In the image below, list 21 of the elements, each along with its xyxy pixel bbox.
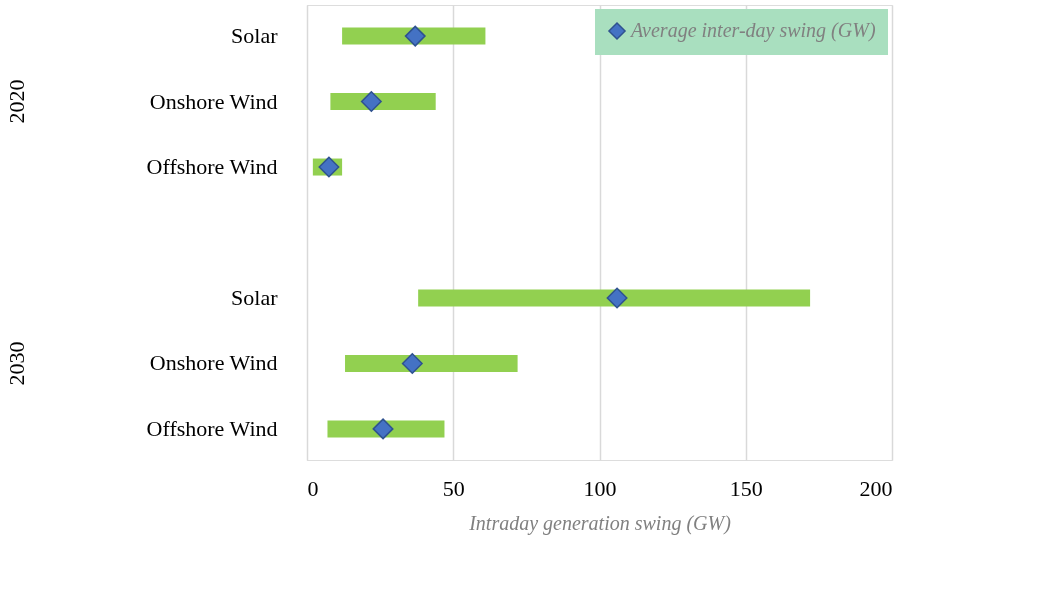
- point: [360, 91, 382, 113]
- y-tick-label: Onshore Wind: [149, 350, 278, 376]
- y-tick-label: Offshore Wind: [146, 154, 278, 180]
- text: 2020: [4, 79, 29, 124]
- legend-label: Average inter-day swing (GW): [629, 19, 876, 42]
- y-tick-label: Solar: [231, 284, 279, 310]
- x-axis-title: Intraday generation swing (GW): [468, 511, 732, 535]
- y-tick-label: Solar: [231, 23, 279, 49]
- x-tick-label: 0: [307, 475, 319, 501]
- point: [372, 418, 394, 440]
- point: [318, 156, 340, 178]
- x-tick-label: 100: [583, 475, 617, 501]
- x-tick-label: 150: [729, 475, 763, 501]
- y-tick-label: Onshore Wind: [149, 88, 278, 114]
- point: [404, 25, 426, 47]
- x-tick-label: 200: [859, 475, 893, 501]
- x-tick-label: 50: [442, 475, 465, 501]
- y-tick-label: Offshore Wind: [146, 415, 278, 441]
- point: [401, 352, 423, 374]
- text: 2030: [4, 341, 29, 386]
- point: [606, 287, 628, 309]
